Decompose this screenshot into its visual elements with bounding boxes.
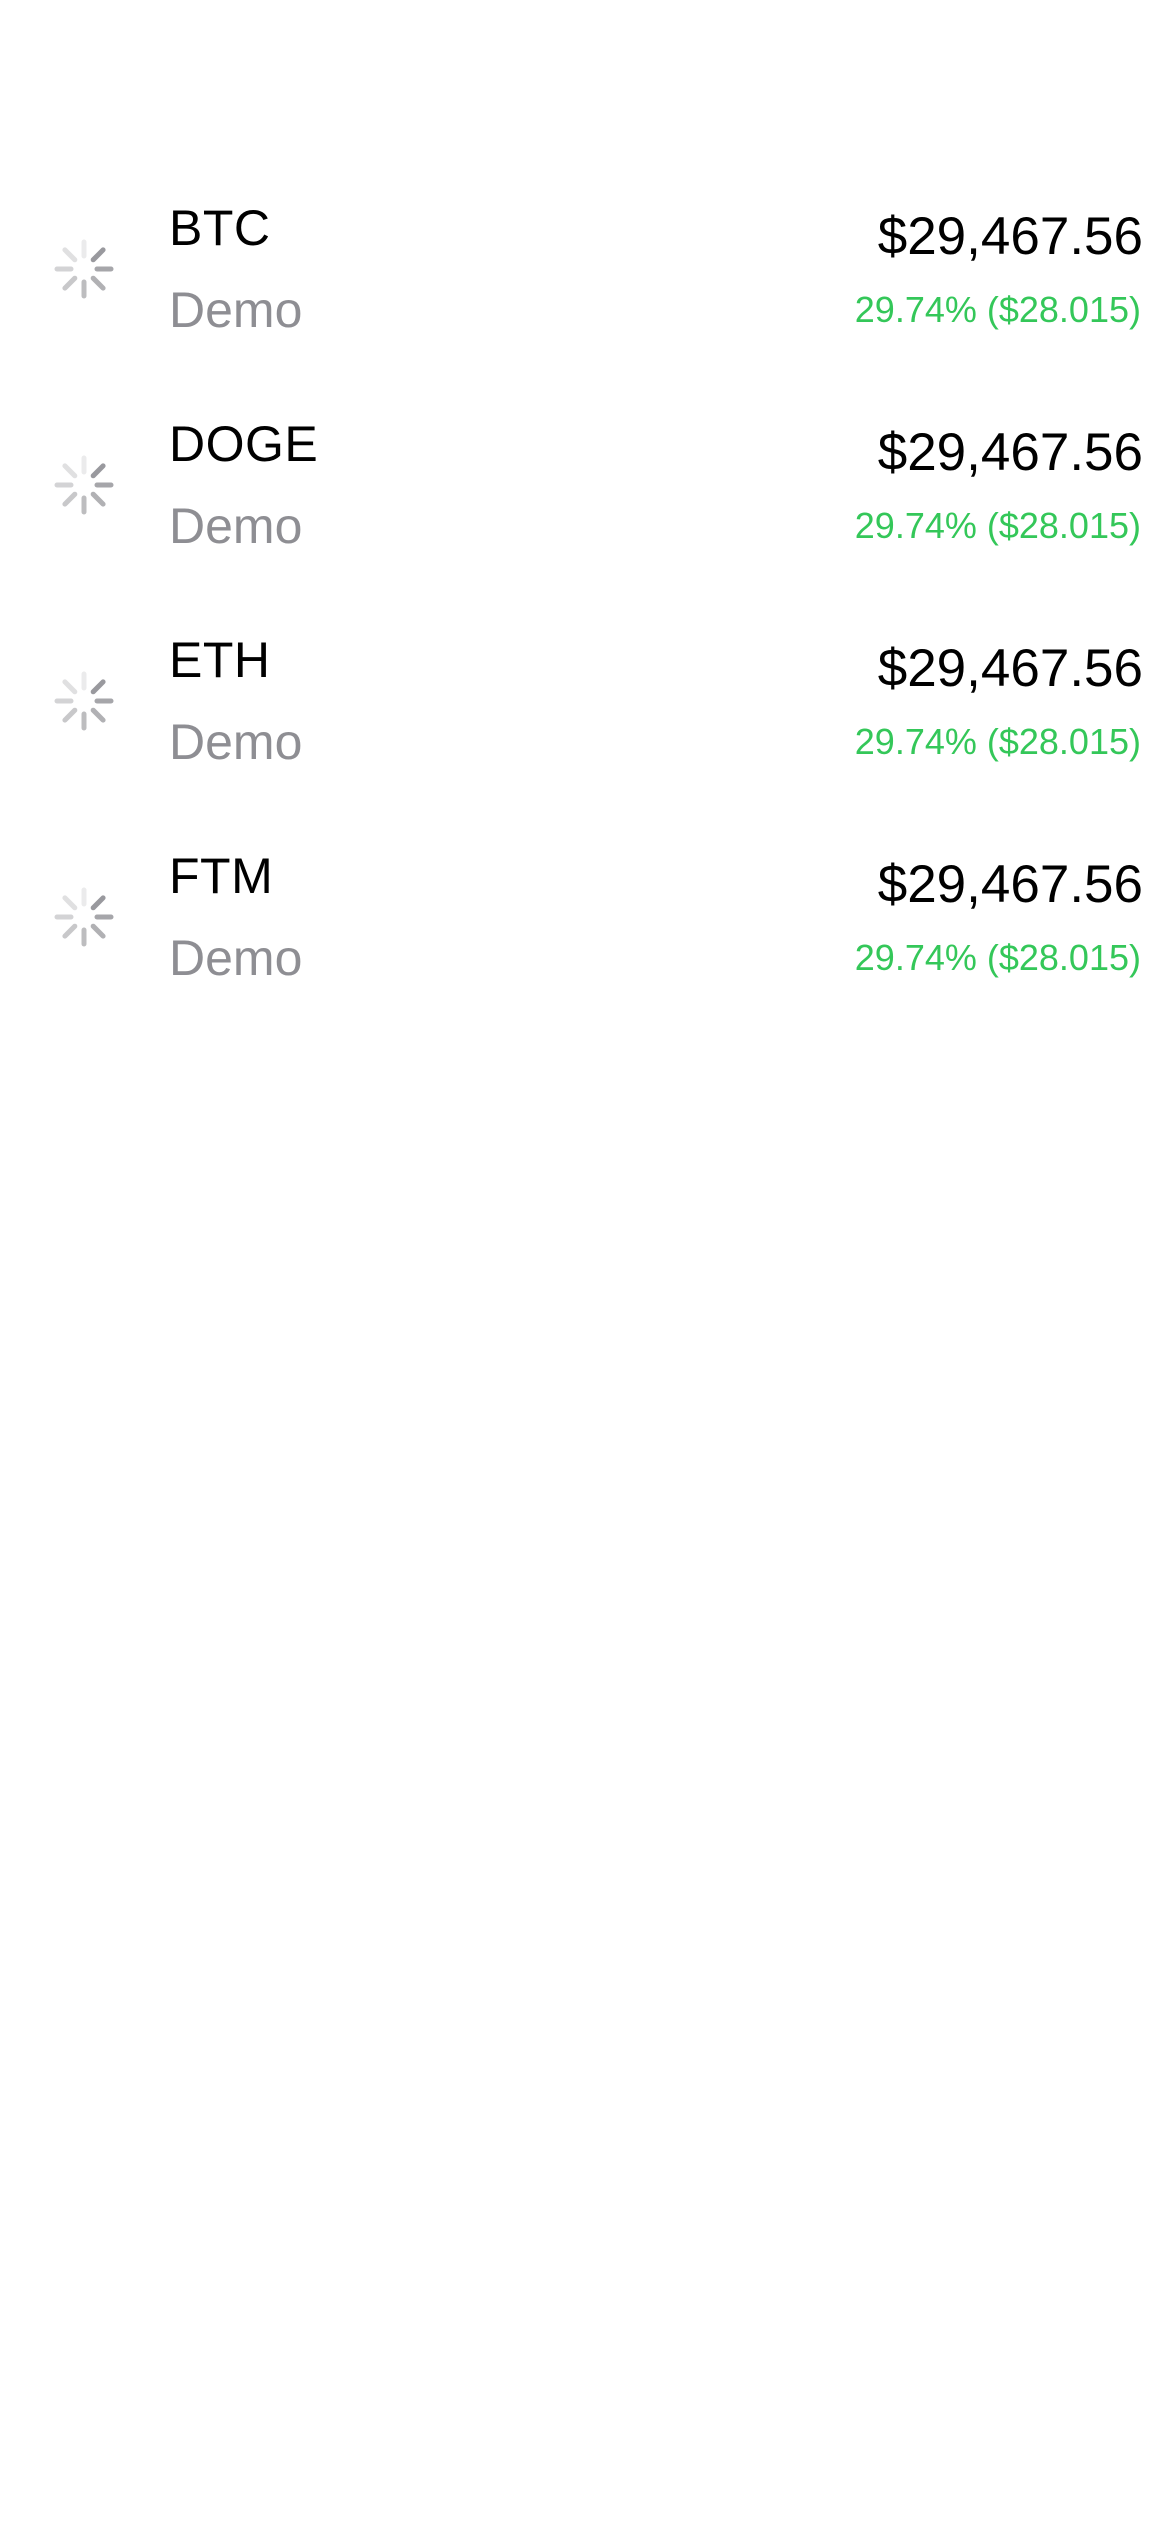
loading-spinner-icon [53,238,115,300]
asset-price: $29,467.56 [877,855,1143,914]
spinner-svg [54,239,114,299]
spinner-spoke [90,923,106,939]
loading-spinner-icon [53,454,115,516]
asset-symbol: BTC [169,200,271,256]
asset-row-eth[interactable]: ETH Demo $29,467.56 29.74% ($28.015) [0,607,1170,823]
asset-symbol: FTM [169,848,274,904]
asset-price: $29,467.56 [877,207,1143,266]
asset-row-ftm[interactable]: FTM Demo $29,467.56 29.74% ($28.015) [0,823,1170,1039]
asset-symbol: ETH [169,632,271,688]
spinner-svg [54,455,114,515]
spinner-spoke [90,491,106,507]
spinner-spoke [90,895,106,911]
asset-row-btc[interactable]: BTC Demo $29,467.56 29.74% ($28.015) [0,175,1170,391]
asset-subtitle: Demo [169,714,303,770]
spinner-spoke [62,895,78,911]
asset-change: 29.74% ($28.015) [854,721,1141,762]
spinner-spoke [62,247,78,263]
spinner-spoke [90,707,106,723]
asset-list: BTC Demo $29,467.56 29.74% ($28.015) DOG… [0,175,1170,1039]
spinner-spoke [62,463,78,479]
asset-row-doge[interactable]: DOGE Demo $29,467.56 29.74% ($28.015) [0,391,1170,607]
asset-price: $29,467.56 [877,639,1143,698]
spinner-spoke [90,275,106,291]
loading-spinner-icon [53,886,115,948]
asset-change: 29.74% ($28.015) [854,289,1141,330]
asset-change: 29.74% ($28.015) [854,505,1141,546]
asset-subtitle: Demo [169,282,303,338]
loading-spinner-icon [53,670,115,732]
asset-subtitle: Demo [169,498,303,554]
spinner-spoke [62,275,78,291]
asset-subtitle: Demo [169,930,303,986]
asset-price: $29,467.56 [877,423,1143,482]
spinner-spoke [62,679,78,695]
asset-change: 29.74% ($28.015) [854,937,1141,978]
spinner-spoke [90,679,106,695]
spinner-spoke [62,923,78,939]
spinner-spoke [62,491,78,507]
spinner-svg [54,887,114,947]
spinner-spoke [90,463,106,479]
asset-symbol: DOGE [169,416,319,472]
spinner-spoke [62,707,78,723]
spinner-svg [54,671,114,731]
spinner-spoke [90,247,106,263]
